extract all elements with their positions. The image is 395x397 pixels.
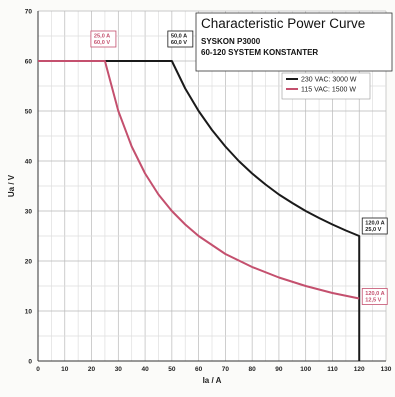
annotation-text: 25,0 A	[94, 34, 110, 40]
annotation-text: 60,0 V	[94, 40, 110, 46]
chart-subtitle-line: SYSKON P3000	[201, 37, 261, 46]
y-tick-label: 20	[25, 259, 33, 266]
x-tick-label: 0	[36, 366, 40, 373]
x-tick-label: 120	[354, 366, 365, 373]
y-axis-label: Ua / V	[7, 174, 16, 197]
y-tick-label: 10	[25, 309, 33, 316]
x-tick-label: 70	[222, 366, 230, 373]
x-axis-label: Ia / A	[203, 376, 222, 385]
annotation-text: 25,0 V	[365, 227, 381, 233]
y-tick-label: 40	[25, 159, 33, 166]
legend-label: 115 VAC: 1500 W	[301, 87, 356, 94]
x-tick-label: 40	[141, 366, 149, 373]
x-tick-label: 50	[168, 366, 176, 373]
x-tick-label: 10	[61, 366, 69, 373]
x-tick-label: 60	[195, 366, 203, 373]
x-tick-label: 90	[275, 366, 283, 373]
annotation-text: 50,0 A	[171, 34, 187, 40]
annotation-box	[167, 30, 194, 48]
y-tick-label: 0	[28, 359, 32, 366]
chart-subtitle-line: 60-120 SYSTEM KONSTANTER	[201, 48, 318, 57]
y-tick-label: 60	[25, 59, 33, 66]
x-tick-label: 100	[300, 366, 311, 373]
x-tick-label: 30	[115, 366, 123, 373]
chart-title: Characteristic Power Curve	[201, 16, 365, 31]
annotation-box	[90, 30, 117, 48]
x-tick-label: 80	[249, 366, 257, 373]
y-tick-label: 30	[25, 209, 33, 216]
annotation-box	[361, 288, 388, 305]
x-tick-label: 110	[327, 366, 338, 373]
legend-box	[281, 72, 371, 100]
y-tick-label: 50	[25, 109, 33, 116]
y-tick-label: 70	[25, 9, 33, 16]
x-tick-label: 20	[88, 366, 96, 373]
legend-label: 230 VAC: 3000 W	[301, 77, 357, 84]
annotation-text: 120,0 A	[365, 291, 384, 297]
annotation-box	[361, 217, 388, 235]
x-tick-label: 130	[381, 366, 392, 373]
annotation-text: 12,5 V	[365, 298, 381, 304]
annotation-text: 120,0 A	[365, 221, 384, 227]
title-box	[195, 12, 393, 72]
series-line-1	[38, 60, 361, 361]
annotation-text: 60,0 V	[171, 40, 187, 46]
series-line-2	[38, 60, 360, 300]
